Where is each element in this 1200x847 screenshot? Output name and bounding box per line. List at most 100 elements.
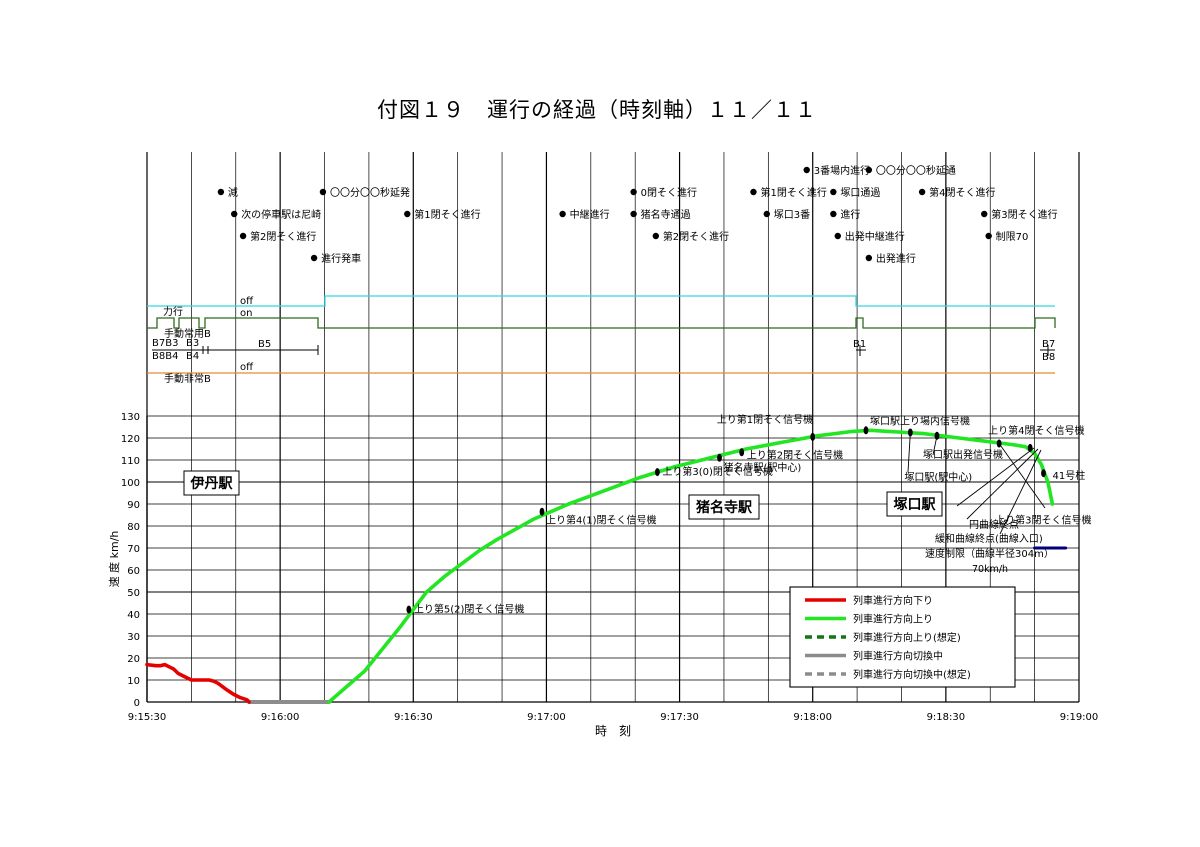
event-dot xyxy=(830,210,837,218)
event-dot xyxy=(830,188,837,196)
event-dot xyxy=(231,210,238,218)
station-label: 伊丹駅 xyxy=(190,475,234,492)
y-tick-label: 40 xyxy=(127,610,140,621)
emergency-brake-label: 手動非常B xyxy=(164,372,211,385)
chart-title: 付図１９ 運行の経過（時刻軸）１１／１１ xyxy=(377,98,817,122)
on-label: on xyxy=(240,308,252,319)
event-label: 減 xyxy=(228,186,238,199)
event-label: 猪名寺通過 xyxy=(641,208,691,221)
power-line xyxy=(147,295,1055,307)
event-dot xyxy=(404,210,411,218)
notch-label: B3 xyxy=(186,338,199,349)
signal-marker-label: 上り第4閉そく信号機 xyxy=(988,424,1084,437)
signal-markers: 上り第5(2)閉そく信号機 上り第4(1)閉そく信号機 上り第3(0)閉そく信号機猪… xyxy=(406,413,1091,616)
notch-label: B8 xyxy=(1042,352,1055,363)
event-dot xyxy=(310,254,318,262)
event-label: 〇〇分〇〇秒延通 xyxy=(876,164,956,177)
event-dot xyxy=(763,210,770,218)
off-label: off xyxy=(240,296,254,307)
leader-line xyxy=(966,448,1039,520)
curve-label: 70km/h xyxy=(972,564,1008,575)
leader-line xyxy=(907,432,911,473)
y-tick-label: 90 xyxy=(127,500,140,511)
leader-line xyxy=(999,449,1042,535)
x-axis-label: 時 刻 xyxy=(595,724,631,738)
signal-marker xyxy=(654,468,660,477)
y-tick-label: 50 xyxy=(127,588,140,599)
event-label: 第2閉そく進行 xyxy=(663,230,729,243)
event-dot xyxy=(652,232,660,240)
signal-marker xyxy=(1041,469,1046,478)
event-label: 出発中継進行 xyxy=(845,230,905,243)
event-dot xyxy=(750,188,757,196)
y-tick-label: 100 xyxy=(121,478,140,489)
signal-marker-label: 塚口駅上り場内信号機 xyxy=(870,414,970,427)
y-tick-label: 20 xyxy=(127,654,140,665)
signal-marker-label: 猪名寺駅(駅中心) xyxy=(724,461,802,474)
leader-line xyxy=(956,447,1035,507)
y-tick-label: 110 xyxy=(121,456,140,467)
series-line xyxy=(327,428,1055,704)
event-label: 0閉そく進行 xyxy=(641,186,697,199)
signal-marker-label: 上り第2閉そく信号機 xyxy=(747,448,843,461)
y-tick-label: 80 xyxy=(127,522,140,533)
event-label: 第1閉そく進行 xyxy=(760,186,826,199)
signal-marker xyxy=(406,605,412,614)
y-tick-label: 10 xyxy=(127,676,140,687)
signal-marker-label: 上り第5(2)閉そく信号機 xyxy=(414,603,525,616)
event-label: 第3閉そく進行 xyxy=(991,208,1057,221)
event-dot xyxy=(981,210,988,218)
event-dot xyxy=(559,210,566,218)
service-brake-label: 手動常用B xyxy=(164,327,211,340)
x-tick-label: 9:16:30 xyxy=(394,712,433,723)
event-label: 塚口通過 xyxy=(840,187,880,199)
event-dot xyxy=(865,166,873,174)
signal-marker-label: 上り第1閉そく信号機 xyxy=(717,413,813,426)
service-brake-line xyxy=(147,317,1056,329)
off-label: off xyxy=(240,362,254,373)
y-tick-label: 70 xyxy=(127,544,140,555)
notch-label: B7B3 xyxy=(152,338,178,349)
signal-marker-label: 41号柱 xyxy=(1052,469,1085,482)
x-tick-label: 9:17:30 xyxy=(660,712,699,723)
event-label: 制限70 xyxy=(996,230,1029,243)
event-label: 第4閉そく進行 xyxy=(929,186,995,199)
signal-marker xyxy=(739,448,745,457)
x-tick-label: 9:16:00 xyxy=(261,712,300,723)
x-tick-label: 9:15:30 xyxy=(128,712,167,723)
signal-marker-label: 塚口駅出発信号機 xyxy=(923,448,1003,461)
y-tick-label: 30 xyxy=(127,632,140,643)
notch-label: B4 xyxy=(186,351,199,362)
curve-label: 速度制限（曲線半径304m） xyxy=(925,547,1054,560)
leader-line xyxy=(932,435,938,456)
y-tick-label: 60 xyxy=(127,566,140,577)
signal-marker-label: 上り第3(0)閉そく信号機 xyxy=(662,465,773,478)
series-line xyxy=(145,662,251,704)
station-box xyxy=(688,494,760,520)
event-label: 塚口3番 xyxy=(774,209,810,221)
event-label: 出発進行 xyxy=(876,252,916,265)
legend-label: 列車進行方向下り xyxy=(853,594,933,607)
x-tick-label: 9:19:00 xyxy=(1060,712,1099,723)
event-dot xyxy=(985,232,992,240)
station-box xyxy=(183,470,240,496)
x-tick-label: 9:18:00 xyxy=(793,712,832,723)
station-box xyxy=(886,491,943,517)
event-dot xyxy=(630,210,637,218)
speed-series xyxy=(145,428,1068,704)
station-label: 塚口駅 xyxy=(894,497,937,513)
x-tick-label: 9:17:00 xyxy=(527,712,566,723)
leader-line xyxy=(998,443,1046,509)
y-tick-label: 120 xyxy=(121,434,140,445)
event-label: 第1閉そく進行 xyxy=(414,208,480,221)
legend-label: 列車進行方向上り xyxy=(853,613,933,626)
event-dot xyxy=(319,188,327,196)
notch-label: B8B4 xyxy=(152,351,178,362)
notch-label: B1 xyxy=(853,339,866,350)
y-axis-label: 速 度 km/h xyxy=(107,531,121,588)
